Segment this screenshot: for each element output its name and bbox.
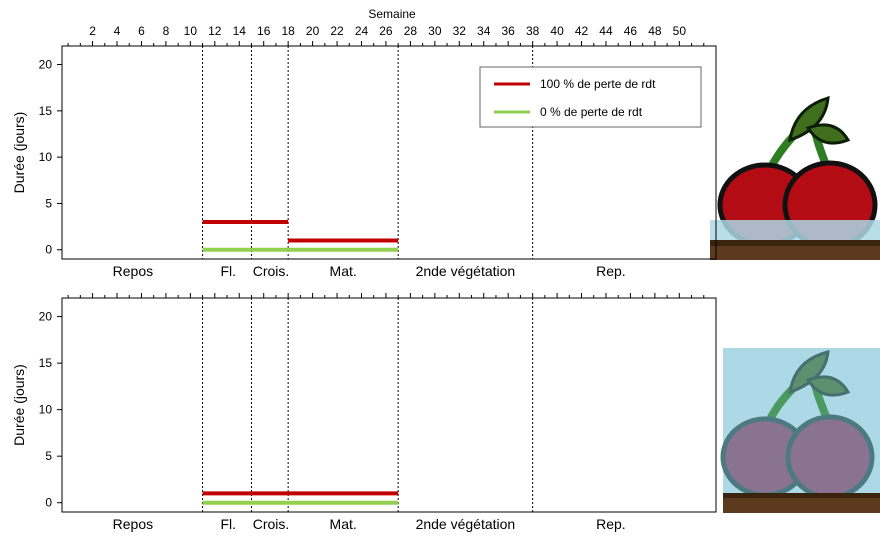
y-tick-label: 15 [39,356,53,370]
plot-frame [61,45,717,260]
phase-label: Fl. [220,516,236,532]
x-tick-label: 22 [330,24,344,38]
y-tick-label: 5 [45,196,52,210]
y-tick-label: 15 [39,104,53,118]
x-tick-label: 42 [575,24,589,38]
panel-bottom: 0 5 10 15 20 Durée (jours) Repos Fl. Crois. Mat. 2… [11,293,717,532]
y-axis-title: Durée (jours) [11,112,27,194]
x-tick-label: 32 [453,24,467,38]
y-tick-label: 0 [45,243,52,257]
x-tick-label: 46 [624,24,638,38]
y-tick-label: 20 [39,310,53,324]
x-tick-label: 50 [673,24,687,38]
x-tick-label: 20 [306,24,320,38]
x-tick-label: 6 [138,24,145,38]
x-tick-label: 24 [355,24,369,38]
x-tick-label: 30 [428,24,442,38]
x-axis-title: Semaine [368,7,416,21]
x-tick-label: 44 [599,24,613,38]
phase-label: Crois. [253,516,290,532]
x-tick-label: 12 [208,24,222,38]
cherries-icon [710,95,880,260]
y-tick-label: 20 [39,58,53,72]
y-tick-label: 10 [39,403,53,417]
legend-entry: 100 % de perte de rdt [540,77,656,91]
phase-label: Mat. [330,263,357,279]
y-tick-label: 0 [45,496,52,510]
x-tick-label: 28 [404,24,418,38]
x-tick-label: 4 [114,24,121,38]
x-tick-label: 48 [648,24,662,38]
x-tick-label: 18 [281,24,295,38]
phase-label: 2nde végétation [416,263,516,279]
x-tick-label: 26 [379,24,393,38]
x-tick-label: 34 [477,24,491,38]
x-tick-label: 40 [550,24,564,38]
phase-label: Rep. [596,516,626,532]
y-tick-label: 5 [45,449,52,463]
legend-box [479,66,702,128]
x-tick-label: 36 [502,24,516,38]
x-tick-label: 10 [184,24,198,38]
phase-label: Repos [113,516,153,532]
phase-label: Repos [113,263,153,279]
x-tick-label: 14 [233,24,247,38]
phase-label: Fl. [220,263,236,279]
cherry-illustration-bottom [720,348,880,513]
cherries-icon [720,350,880,513]
phase-label: 2nde végétation [416,516,516,532]
x-tick-label: 8 [163,24,170,38]
cherry-illustration-top [710,95,880,260]
phase-label: Rep. [596,263,626,279]
y-tick-label: 10 [39,150,53,164]
plot-frame [61,297,717,513]
x-tick-label: 38 [526,24,540,38]
phase-label: Crois. [253,263,290,279]
legend-entry: 0 % de perte de rdt [540,105,643,119]
phase-label: Mat. [330,516,357,532]
x-tick-label: 16 [257,24,271,38]
panel-top: 2 4 6 8 10 12 14 16 18 20 22 24 26 28 30 32 34 36 38 40 42 44… [11,7,717,279]
y-axis-title: Durée (jours) [11,364,27,446]
x-tick-label: 2 [89,24,96,38]
